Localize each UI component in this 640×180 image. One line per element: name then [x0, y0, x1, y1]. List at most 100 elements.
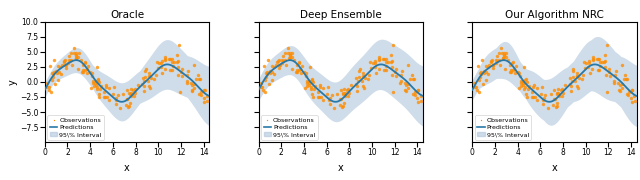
Point [310, 84, 320, 87]
Point [300, 87, 310, 89]
Point [478, 82, 488, 85]
Point [71, 56, 81, 59]
Point [552, 102, 563, 104]
Point [78, 63, 88, 66]
Point [479, 72, 489, 75]
Point [491, 62, 501, 64]
Point [401, 89, 411, 92]
Point [176, 70, 186, 73]
Point [412, 89, 422, 92]
Point [68, 46, 79, 49]
Point [130, 92, 140, 95]
Point [604, 68, 614, 70]
Point [539, 97, 549, 100]
Point [306, 86, 316, 89]
Point [521, 92, 531, 95]
Point [102, 96, 112, 99]
Point [202, 95, 212, 98]
Point [90, 81, 100, 84]
Point [302, 85, 312, 87]
Point [169, 60, 179, 63]
Point [124, 91, 134, 94]
Point [76, 58, 86, 61]
Point [60, 63, 70, 66]
Point [499, 52, 509, 55]
Point [600, 73, 611, 76]
Point [568, 68, 579, 70]
Point [509, 71, 520, 74]
Point [47, 78, 57, 81]
Point [156, 61, 166, 64]
Point [138, 82, 148, 85]
Point [113, 94, 123, 97]
Point [73, 56, 83, 58]
Point [499, 55, 509, 58]
Point [277, 58, 287, 61]
Point [83, 65, 93, 68]
Point [314, 85, 324, 88]
Point [194, 77, 204, 80]
Point [100, 96, 111, 98]
Point [528, 96, 538, 98]
Point [123, 106, 133, 109]
Point [532, 99, 542, 102]
Point [416, 100, 426, 103]
Point [524, 84, 534, 87]
Point [92, 88, 102, 91]
Point [483, 66, 493, 69]
Point [174, 43, 184, 46]
Point [495, 64, 505, 67]
Point [358, 75, 369, 78]
Point [516, 81, 526, 84]
Point [78, 70, 88, 73]
Point [338, 93, 348, 96]
Point [412, 97, 422, 100]
Point [469, 81, 479, 84]
Point [296, 71, 306, 74]
Point [627, 89, 637, 92]
Point [88, 79, 99, 82]
Point [566, 85, 576, 88]
Point [622, 92, 632, 95]
Legend: Observations, Predictions, 95\% Interval: Observations, Predictions, 95\% Interval [261, 115, 317, 140]
Point [69, 52, 79, 55]
Point [553, 87, 563, 90]
Point [354, 75, 364, 78]
Point [61, 63, 71, 66]
Point [335, 89, 346, 92]
Point [519, 65, 529, 68]
Point [413, 88, 423, 91]
Point [265, 70, 275, 73]
Point [94, 96, 104, 98]
Point [111, 97, 122, 100]
Point [128, 88, 138, 91]
Point [581, 62, 591, 65]
Point [503, 58, 513, 61]
Point [60, 67, 70, 69]
Point [588, 68, 598, 71]
Point [92, 65, 102, 68]
Point [305, 88, 316, 91]
Point [619, 78, 629, 81]
Point [55, 66, 65, 69]
Point [413, 89, 424, 92]
Point [472, 88, 482, 91]
Point [269, 72, 280, 75]
Point [505, 71, 515, 74]
Point [536, 93, 546, 95]
Point [138, 85, 148, 88]
Point [499, 54, 509, 57]
Point [127, 93, 137, 96]
Point [48, 73, 58, 76]
Point [408, 78, 419, 80]
Point [260, 78, 271, 81]
Point [287, 56, 298, 58]
Point [196, 91, 206, 94]
Point [522, 81, 532, 84]
Point [140, 75, 150, 78]
Point [600, 53, 610, 56]
Point [381, 58, 391, 61]
Point [550, 106, 561, 109]
Point [74, 51, 84, 54]
Point [165, 68, 175, 71]
